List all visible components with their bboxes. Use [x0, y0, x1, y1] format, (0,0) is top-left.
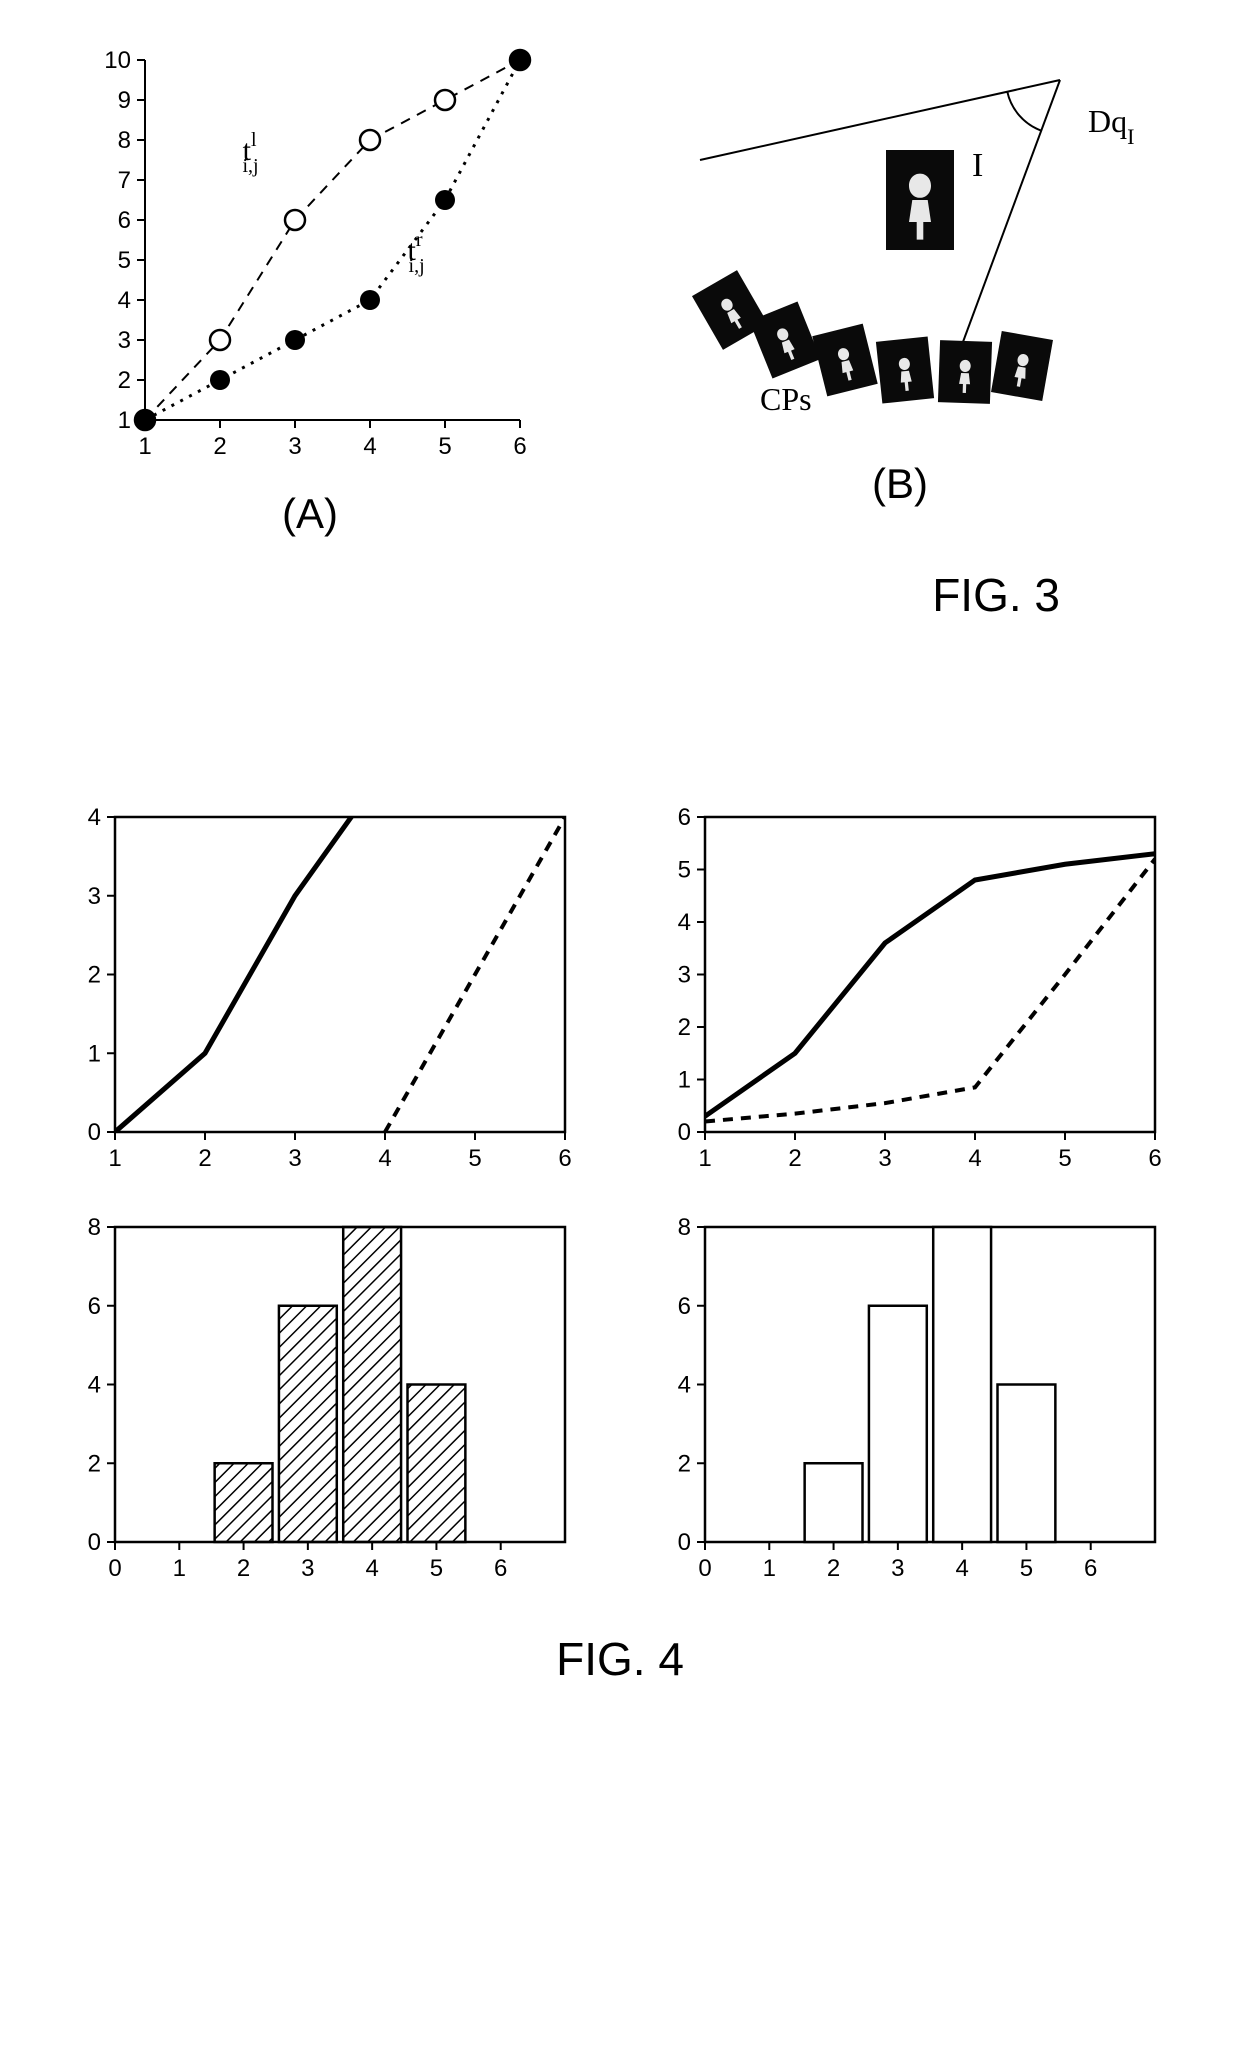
svg-text:0: 0	[678, 1119, 691, 1146]
svg-text:3: 3	[288, 1145, 301, 1172]
svg-text:0: 0	[88, 1529, 101, 1556]
svg-text:CPs: CPs	[760, 381, 812, 417]
fig3b-diagram: DqI I CPs	[640, 40, 1160, 440]
svg-text:6: 6	[558, 1145, 571, 1172]
svg-text:4: 4	[378, 1145, 391, 1172]
figure-3-caption: FIG. 3	[60, 568, 1180, 622]
svg-text:2: 2	[788, 1145, 801, 1172]
svg-text:0: 0	[108, 1555, 121, 1582]
svg-text:6: 6	[678, 1293, 691, 1320]
svg-text:4: 4	[678, 1372, 691, 1399]
svg-text:1: 1	[118, 407, 131, 434]
svg-text:5: 5	[118, 247, 131, 274]
svg-text:6: 6	[678, 804, 691, 831]
svg-text:7: 7	[118, 167, 131, 194]
fig4-bottom-right-chart: 0 1 2 3 4 5 6 0 2 4 6 8	[650, 1212, 1170, 1592]
svg-text:3: 3	[301, 1555, 314, 1582]
svg-text:4: 4	[88, 804, 101, 831]
svg-text:I: I	[972, 147, 983, 184]
svg-text:2: 2	[118, 367, 131, 394]
svg-text:5: 5	[1058, 1145, 1071, 1172]
svg-text:6: 6	[88, 1293, 101, 1320]
svg-text:1: 1	[678, 1067, 691, 1094]
figure-3-panel-b: DqI I CPs (B)	[640, 40, 1160, 508]
svg-text:8: 8	[678, 1214, 691, 1241]
svg-text:3: 3	[288, 433, 301, 460]
svg-text:4: 4	[678, 909, 691, 936]
svg-text:2: 2	[827, 1555, 840, 1582]
figure-4-grid: 12345601234 1234560123456 012345602468 0…	[60, 802, 1180, 1592]
svg-text:6: 6	[1148, 1145, 1161, 1172]
svg-text:5: 5	[678, 857, 691, 884]
svg-text:3: 3	[878, 1145, 891, 1172]
svg-text:0: 0	[698, 1555, 711, 1582]
svg-text:tri,j: tri,j	[408, 229, 425, 277]
figure-3-panel-a: 1 2 3 4 5 6 1 2 3 4 5 6 7 8 9 10 tli,j tri,j (A)	[80, 40, 540, 538]
svg-text:2: 2	[678, 1450, 691, 1477]
svg-text:1: 1	[88, 1040, 101, 1067]
fig4-top-right-chart: 1234560123456	[650, 802, 1170, 1182]
svg-text:2: 2	[237, 1555, 250, 1582]
svg-text:3: 3	[678, 962, 691, 989]
panel-b-label: (B)	[872, 460, 928, 508]
svg-text:1: 1	[173, 1555, 186, 1582]
svg-text:8: 8	[118, 127, 131, 154]
svg-text:6: 6	[1084, 1555, 1097, 1582]
svg-text:9: 9	[118, 87, 131, 114]
svg-text:4: 4	[88, 1372, 101, 1399]
svg-text:0: 0	[88, 1119, 101, 1146]
svg-text:3: 3	[891, 1555, 904, 1582]
svg-text:0: 0	[678, 1529, 691, 1556]
svg-text:8: 8	[88, 1214, 101, 1241]
svg-text:5: 5	[468, 1145, 481, 1172]
svg-text:1: 1	[698, 1145, 711, 1172]
fig4-top-left-chart: 12345601234	[60, 802, 580, 1182]
svg-text:tli,j: tli,j	[243, 129, 259, 177]
svg-text:4: 4	[363, 433, 376, 460]
svg-text:4: 4	[118, 287, 131, 314]
svg-text:1: 1	[108, 1145, 121, 1172]
svg-text:6: 6	[513, 433, 526, 460]
fig3a-chart: 1 2 3 4 5 6 1 2 3 4 5 6 7 8 9 10 tli,j tri,j	[80, 40, 540, 470]
panel-a-label: (A)	[282, 490, 338, 538]
figure-3-row: 1 2 3 4 5 6 1 2 3 4 5 6 7 8 9 10 tli,j tri,j (A) DqI I CPs …	[60, 40, 1180, 538]
figure-4-caption: FIG. 4	[60, 1632, 1180, 1686]
svg-text:6: 6	[494, 1555, 507, 1582]
svg-text:4: 4	[955, 1555, 968, 1582]
svg-text:6: 6	[118, 207, 131, 234]
svg-text:3: 3	[88, 883, 101, 910]
svg-text:2: 2	[678, 1014, 691, 1041]
svg-text:2: 2	[198, 1145, 211, 1172]
svg-text:DqI: DqI	[1088, 103, 1134, 149]
svg-text:1: 1	[138, 433, 151, 460]
svg-text:2: 2	[88, 962, 101, 989]
svg-text:5: 5	[1020, 1555, 1033, 1582]
svg-text:3: 3	[118, 327, 131, 354]
svg-text:2: 2	[213, 433, 226, 460]
svg-text:5: 5	[438, 433, 451, 460]
svg-text:1: 1	[763, 1555, 776, 1582]
fig4-bottom-left-chart: 0 1 2 3 4 5 6 0 2 4 6 8	[60, 1212, 580, 1592]
svg-text:4: 4	[968, 1145, 981, 1172]
svg-text:2: 2	[88, 1450, 101, 1477]
svg-text:4: 4	[365, 1555, 378, 1582]
svg-text:5: 5	[430, 1555, 443, 1582]
svg-text:10: 10	[104, 47, 131, 74]
